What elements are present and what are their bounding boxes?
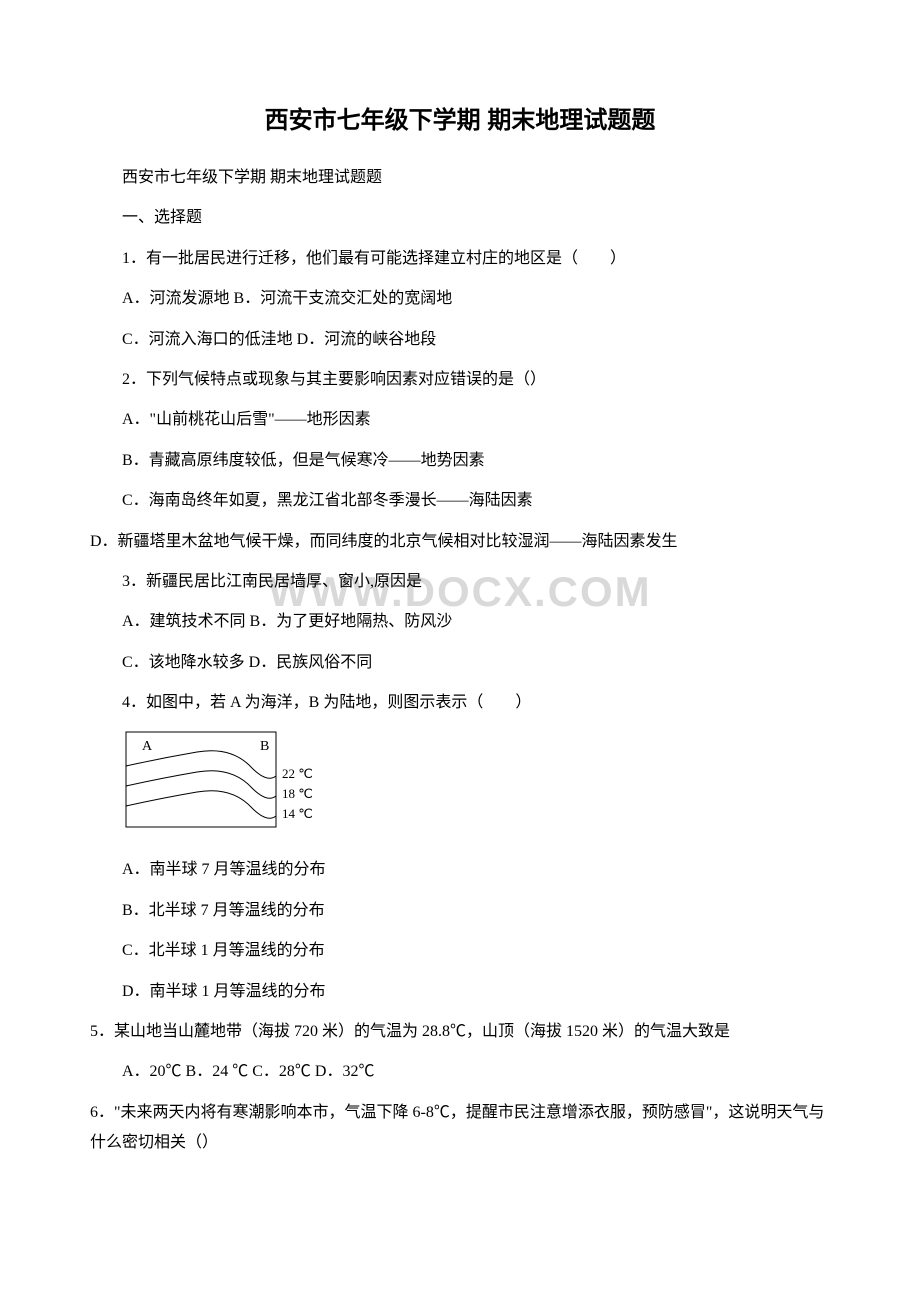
- q4-option-a: A．南半球 7 月等温线的分布: [90, 855, 830, 885]
- q2-option-d: D．新疆塔里木盆地气候干燥，而同纬度的北京气候相对比较湿润——海陆因素发生: [90, 527, 830, 557]
- q2-d-text: D．新疆塔里木盆地气候干燥，而同纬度的北京气候相对比较湿润——海陆因素发生: [90, 533, 678, 550]
- q4-option-c: C．北半球 1 月等温线的分布: [90, 936, 830, 966]
- q2-option-c: C．海南岛终年如夏，黑龙江省北部冬季漫长——海陆因素: [90, 486, 830, 516]
- q6-stem: 6．"未来两天内将有寒潮影响本市，气温下降 6-8℃，提醒市民注意增添衣服，预防…: [90, 1098, 830, 1159]
- diagram-label-a: A: [142, 739, 153, 754]
- q2-stem: 2．下列气候特点或现象与其主要影响因素对应错误的是（）: [90, 365, 830, 395]
- q6-stem-text: 6．"未来两天内将有寒潮影响本市，气温下降 6-8℃，提醒市民注意增添衣服，预防…: [90, 1104, 824, 1151]
- q3-options-ab: A．建筑技术不同 B．为了更好地隔热、防风沙: [90, 607, 830, 637]
- isotherm-1: [126, 751, 276, 779]
- q3-options-cd: C．该地降水较多 D．民族风俗不同: [90, 648, 830, 678]
- diagram-label-b: B: [260, 739, 269, 754]
- q5-stem: 5．某山地当山麓地带（海拔 720 米）的气温为 28.8℃，山顶（海拔 152…: [90, 1017, 830, 1047]
- q4-option-b: B．北半球 7 月等温线的分布: [90, 896, 830, 926]
- subtitle: 西安市七年级下学期 期末地理试题题: [90, 163, 830, 193]
- temp-label-3: 14 ℃: [282, 806, 313, 821]
- temp-label-1: 22 ℃: [282, 766, 313, 781]
- isotherm-3: [126, 791, 276, 819]
- page-title: 西安市七年级下学期 期末地理试题题: [90, 100, 830, 135]
- q5-options: A．20℃ B．24 ℃ C．28℃ D．32℃: [90, 1057, 830, 1087]
- isotherm-2: [126, 771, 276, 799]
- q2-option-a: A．"山前桃花山后雪"——地形因素: [90, 405, 830, 435]
- temp-label-2: 18 ℃: [282, 786, 313, 801]
- q1-options-ab: A．河流发源地 B．河流干支流交汇处的宽阔地: [90, 284, 830, 314]
- q1-stem: 1．有一批居民进行迁移，他们最有可能选择建立村庄的地区是（ ）: [90, 244, 830, 274]
- section-label: 一、选择题: [90, 203, 830, 233]
- q2-option-b: B．青藏高原纬度较低，但是气候寒冷——地势因素: [90, 446, 830, 476]
- q4-stem: 4．如图中，若 A 为海洋，B 为陆地，则图示表示（ ）: [90, 688, 830, 718]
- q5-stem-text: 5．某山地当山麓地带（海拔 720 米）的气温为 28.8℃，山顶（海拔 152…: [90, 1023, 730, 1040]
- q3-stem: 3．新疆民居比江南民居墙厚、窗小,原因是: [90, 567, 830, 597]
- q1-options-cd: C．河流入海口的低洼地 D．河流的峡谷地段: [90, 325, 830, 355]
- q4-diagram: A B 22 ℃ 18 ℃ 14 ℃: [122, 728, 830, 843]
- q4-option-d: D．南半球 1 月等温线的分布: [90, 977, 830, 1007]
